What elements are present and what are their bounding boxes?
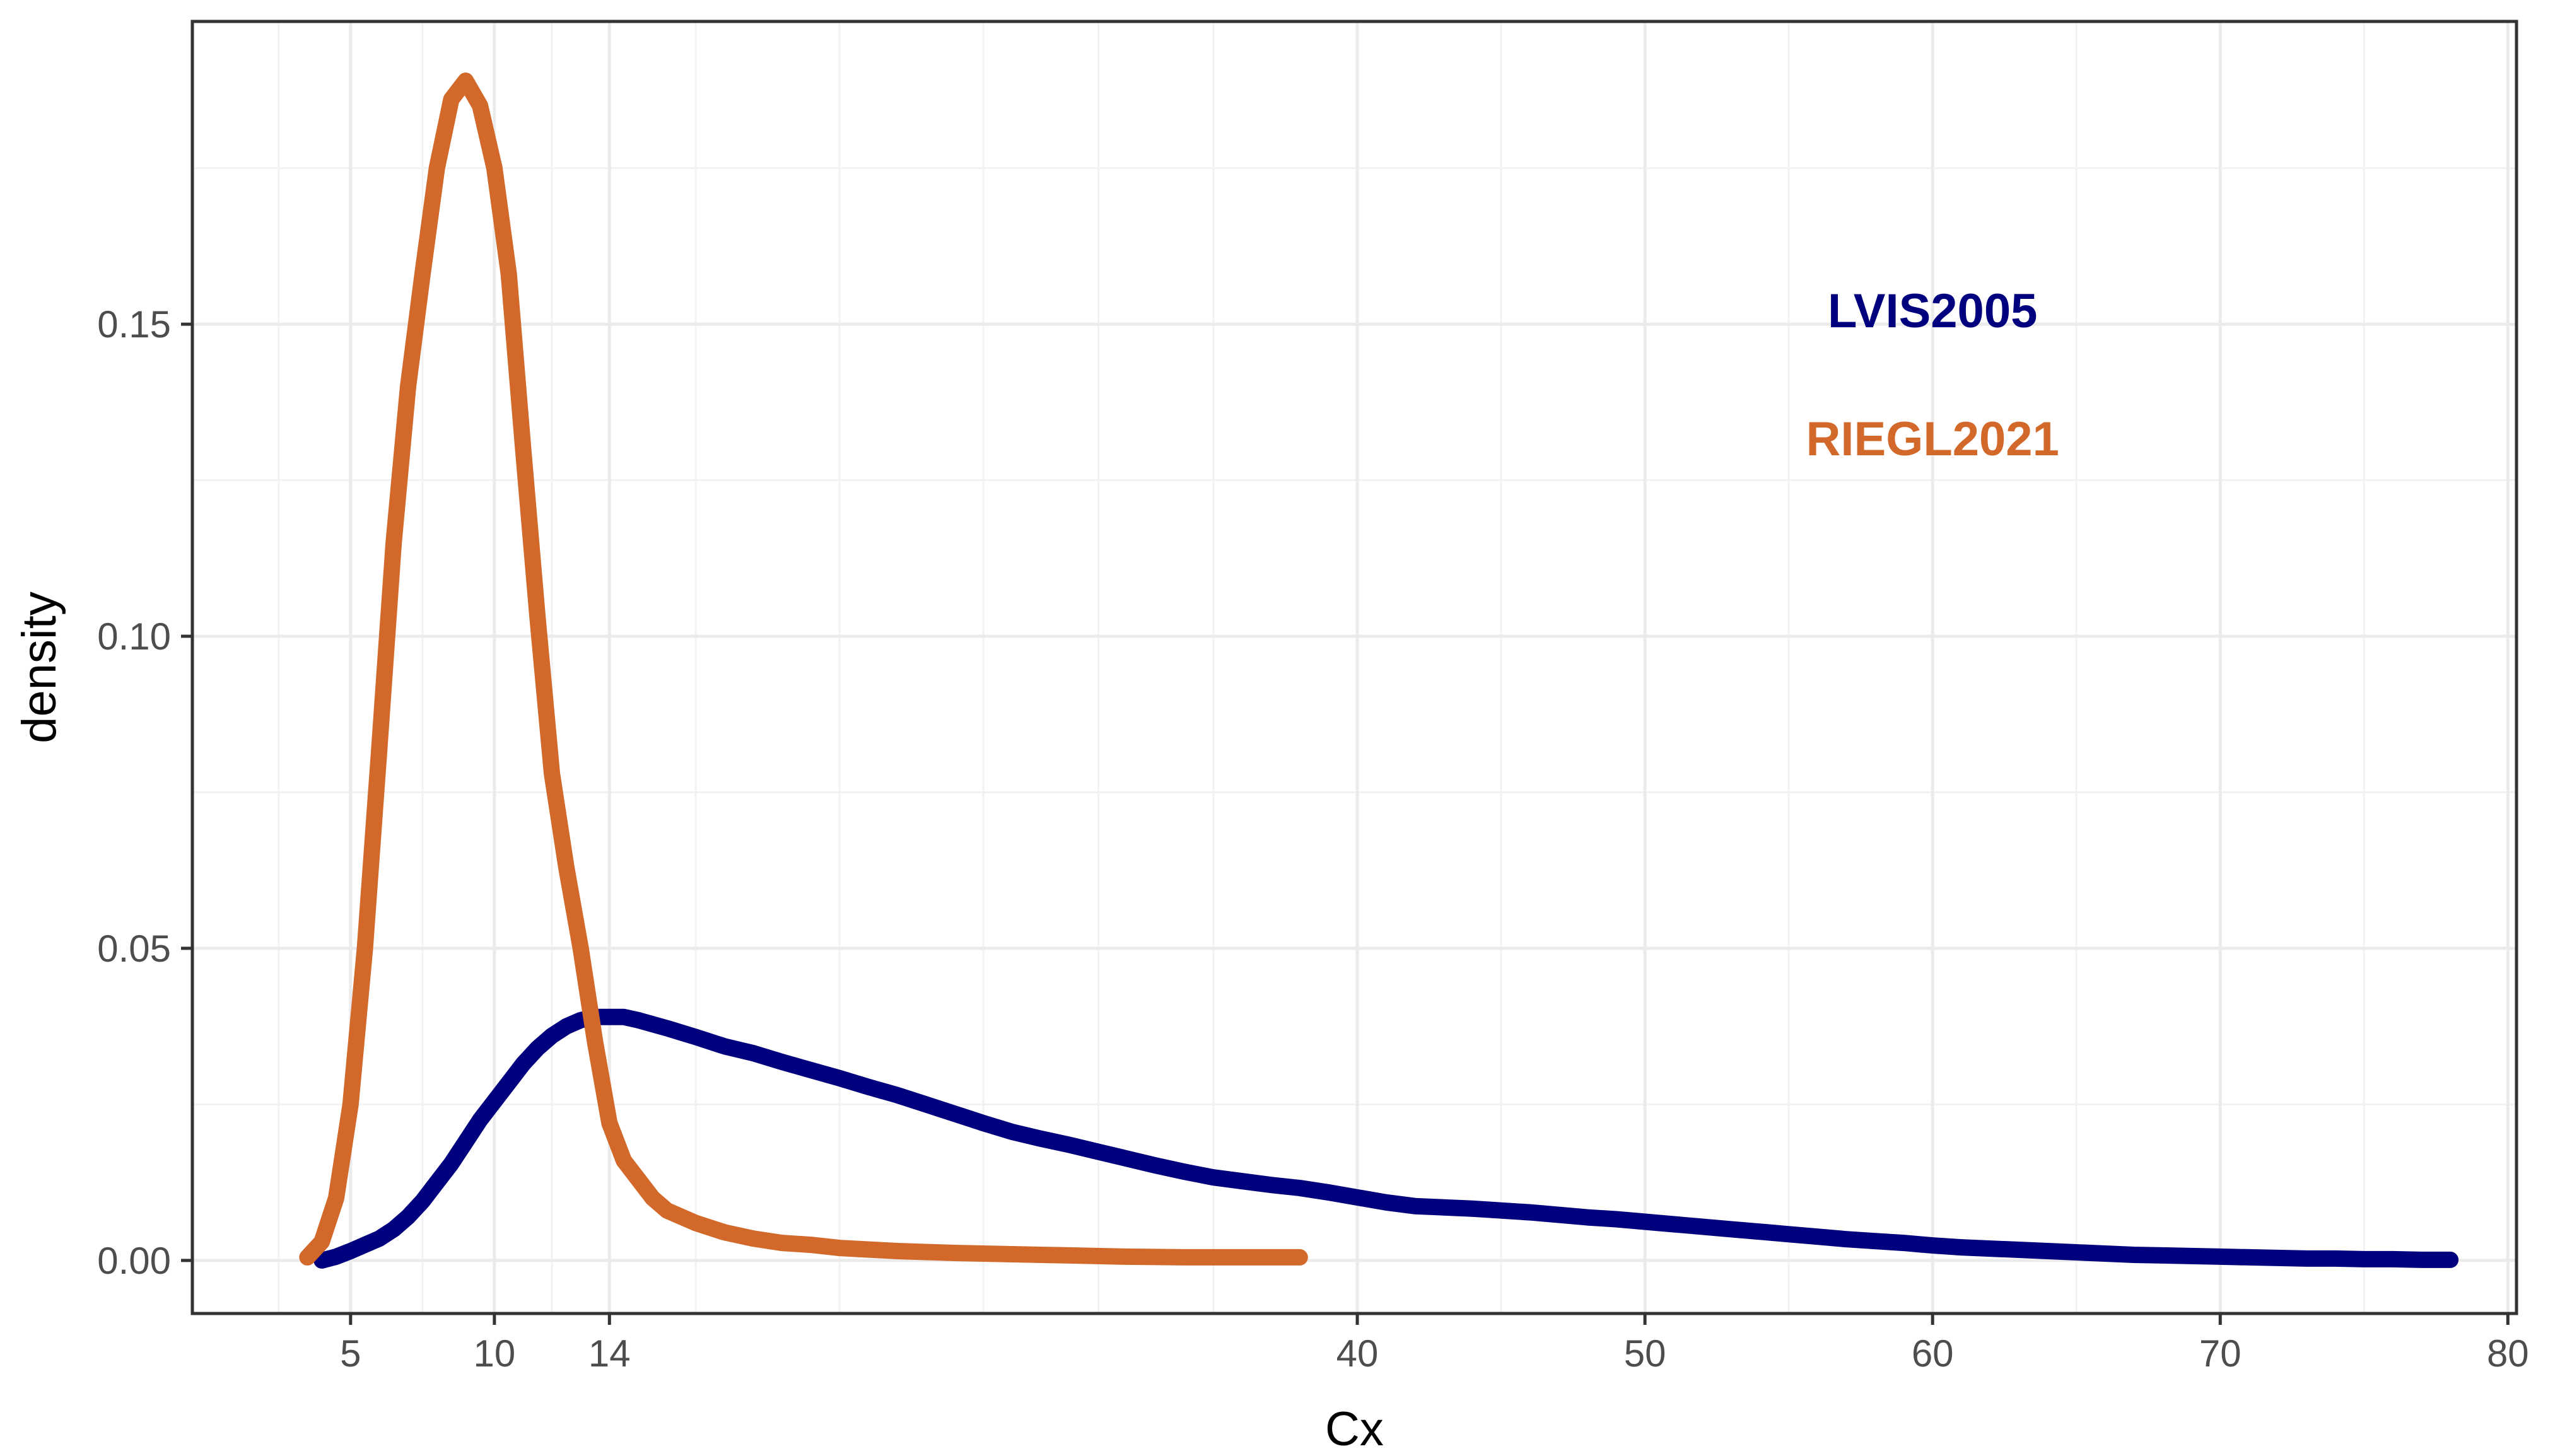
x-tick-label: 10 <box>473 1332 515 1375</box>
series-label-riegl2021: RIEGL2021 <box>1806 412 2059 466</box>
series-line-riegl2021 <box>299 73 1308 1266</box>
x-tick-label: 5 <box>340 1332 361 1375</box>
series-layer <box>299 73 2459 1269</box>
x-tick-label: 70 <box>2199 1332 2242 1375</box>
x-axis-title: Cx <box>1325 1402 1384 1456</box>
y-tick-label: 0.00 <box>97 1240 171 1282</box>
minor-grid <box>192 21 2516 1313</box>
x-tick-label: 80 <box>2487 1332 2529 1375</box>
y-axis-ticks: 0.00 0.05 0.10 0.15 <box>97 303 192 1282</box>
x-tick-label: 14 <box>588 1332 631 1375</box>
series-label-lvis2005: LVIS2005 <box>1828 284 2037 338</box>
y-tick-label: 0.15 <box>97 303 171 346</box>
x-axis-ticks: 5 10 14 40 50 60 70 80 <box>340 1313 2529 1375</box>
series-labels: LVIS2005 RIEGL2021 <box>1806 284 2059 466</box>
y-tick-label: 0.05 <box>97 928 171 970</box>
x-tick-label: 50 <box>1624 1332 1666 1375</box>
x-tick-label: 60 <box>1912 1332 1954 1375</box>
panel-border <box>190 20 2518 1315</box>
y-axis-title: density <box>13 591 66 743</box>
x-tick-label: 40 <box>1336 1332 1379 1375</box>
y-tick-label: 0.10 <box>97 615 171 658</box>
series-line-lvis2005 <box>313 1008 2459 1269</box>
